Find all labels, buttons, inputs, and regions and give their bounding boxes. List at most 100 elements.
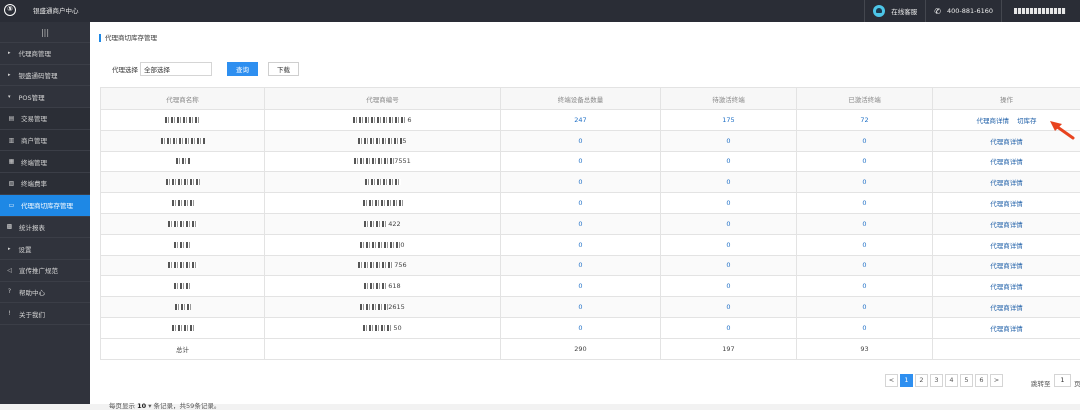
summary-label: 总计 [101,338,265,359]
switch-inventory-link[interactable]: 切库存 [1017,117,1037,125]
chevron-down-icon[interactable]: ▾ [148,402,151,410]
page-6-button[interactable]: 6 [975,374,988,387]
summary-total: 290 [501,338,661,359]
agent-detail-link[interactable]: 代理商详情 [990,158,1023,166]
redacted-agent-id [364,283,388,289]
redacted-agent-name [161,138,205,144]
sidebar-item-12[interactable]: !关于我们 [0,303,90,325]
sidebar-item-0[interactable]: ▸代理商管理 [0,43,90,65]
cell-pending: 0 [661,317,797,338]
page-4-button[interactable]: 4 [945,374,958,387]
cell-total: 0 [501,255,661,276]
agent-id-cell [265,172,501,193]
sidebar-item-7[interactable]: ▭代理商切库存管理 [0,195,90,217]
cell-total: 0 [501,276,661,297]
agent-name-cell [101,276,265,297]
terminal-icon: ▦ [8,158,15,165]
online-service-button[interactable]: 在线客服 [865,0,925,22]
next-page-button[interactable]: > [990,374,1003,387]
sidebar-item-5[interactable]: ▦ 终端管理 [0,151,90,173]
redacted-agent-id [363,325,393,331]
agent-detail-link[interactable]: 代理商详情 [990,242,1023,250]
sidebar-item-3[interactable]: ▤ 交易管理 [0,108,90,130]
table-header-row: 代理商名称 代理商编号 终端设备总数量 待激活终端 已激活终端 操作 [101,88,1080,110]
cell-active: 0 [797,213,933,234]
agent-id-tail: 618 [388,282,400,290]
cell-pending: 0 [661,130,797,151]
page-1-button[interactable]: 1 [900,374,913,387]
cell-total: 0 [501,130,661,151]
download-button[interactable]: 下载 [268,62,299,76]
redacted-agent-id [358,138,402,144]
sidebar-item-label: 统计报表 [19,222,45,232]
sidebar-item-label: 交易管理 [21,113,47,123]
page-5-button[interactable]: 5 [960,374,973,387]
agent-id-cell: 618 [265,276,501,297]
agent-detail-link[interactable]: 代理商详情 [977,117,1010,125]
actions-cell: 代理商详情 [933,193,1080,214]
sidebar-collapse-button[interactable]: ||| [0,22,90,43]
sidebar-item-4[interactable]: ▥商户管理 [0,130,90,152]
agent-detail-link[interactable]: 代理商详情 [990,138,1023,146]
agent-detail-link[interactable]: 代理商详情 [990,262,1023,270]
actions-cell: 代理商详情 [933,234,1080,255]
phone-icon: ✆ [934,7,941,16]
page-title: 代理商切库存管理 [99,34,157,42]
caret-right-icon: ▸ [8,72,11,78]
prev-page-button[interactable]: < [885,374,898,387]
sidebar-item-1[interactable]: ▸银盛通码管理 [0,65,90,87]
query-button[interactable]: 查询 [227,62,258,76]
sidebar-item-10[interactable]: ◁宣传推广规范 [0,260,90,282]
redacted-agent-id [360,304,388,310]
cell-total: 0 [501,151,661,172]
user-menu[interactable] [1002,0,1080,22]
transaction-icon: ▤ [8,115,15,122]
jump-page-input[interactable]: 1 [1054,374,1071,387]
page-3-button[interactable]: 3 [930,374,943,387]
per-page-select[interactable]: 10 [137,402,146,410]
cell-active: 0 [797,255,933,276]
summary-active: 93 [797,338,933,359]
inventory-icon: ▭ [8,202,15,209]
sidebar-item-9[interactable]: ▸设置 [0,238,90,260]
agent-detail-link[interactable]: 代理商详情 [990,221,1023,229]
redacted-agent-name [172,325,194,331]
agent-id-cell: 7551 [265,151,501,172]
redacted-agent-name [168,221,198,227]
agent-name-cell [101,317,265,338]
filter-row: 代理选择 查询 下载 [112,62,299,76]
merchant-icon: ▥ [8,137,15,144]
actions-cell: 代理商详情 [933,213,1080,234]
cell-total: 0 [501,193,661,214]
sidebar: ||| ▸代理商管理▸银盛通码管理▾POS管理 ▤ 交易管理 ▥商户管理 ▦ 终端管理 ▧终… [0,22,90,404]
page-2-button[interactable]: 2 [915,374,928,387]
agent-detail-link[interactable]: 代理商详情 [990,200,1023,208]
sidebar-item-11[interactable]: ?帮助中心 [0,282,90,304]
agent-id-tail: 7551 [394,157,411,165]
sidebar-item-6[interactable]: ▧终端费率 [0,173,90,195]
sidebar-item-label: 终端管理 [21,157,47,167]
agent-detail-link[interactable]: 代理商详情 [990,179,1023,187]
sidebar-item-2[interactable]: ▾POS管理 [0,86,90,108]
agent-id-cell: 422 [265,213,501,234]
agent-select-input[interactable] [140,62,212,76]
cell-active: 0 [797,172,933,193]
agent-name-cell [101,193,265,214]
cell-pending: 0 [661,213,797,234]
agent-detail-link[interactable]: 代理商详情 [990,304,1023,312]
cell-total: 0 [501,297,661,318]
header-agent-name: 代理商名称 [101,88,265,110]
agent-detail-link[interactable]: 代理商详情 [990,283,1023,291]
app-logo: ⑤ [4,4,16,16]
agent-detail-link[interactable]: 代理商详情 [990,325,1023,333]
sidebar-item-8[interactable]: ▩统计报表 [0,217,90,239]
cell-total: 0 [501,172,661,193]
redacted-agent-id [358,262,394,268]
caret-right-icon: ▸ [8,50,11,56]
redacted-agent-name [176,158,190,164]
cell-active: 0 [797,276,933,297]
